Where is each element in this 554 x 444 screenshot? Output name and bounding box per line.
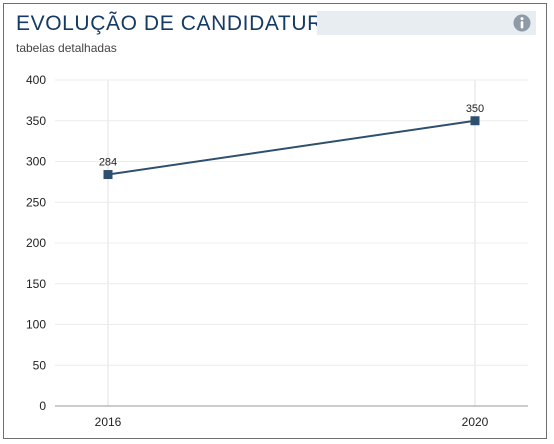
- y-tick-label: 150: [26, 277, 46, 291]
- y-tick-label: 50: [33, 358, 47, 372]
- title-row: EVOLUÇÃO DE CANDIDATURAS: [14, 11, 536, 37]
- y-tick-label: 100: [26, 318, 46, 332]
- data-label: 350: [466, 103, 484, 115]
- y-tick-label: 400: [26, 73, 46, 87]
- chart-panel: EVOLUÇÃO DE CANDIDATURAS tabelas detalha…: [3, 3, 547, 439]
- x-tick-label: 2020: [462, 415, 489, 429]
- y-tick-label: 0: [39, 399, 46, 413]
- y-tick-label: 250: [26, 195, 46, 209]
- series-line: [107, 119, 476, 176]
- y-tick-label: 350: [26, 114, 46, 128]
- y-tick-label: 200: [26, 236, 46, 250]
- info-icon[interactable]: [512, 13, 532, 33]
- line-chart: 0 50 100 150 200 250 300 350 400 2016 2020 284 350: [26, 73, 528, 429]
- data-point-marker: [103, 170, 113, 180]
- x-tick-label: 2016: [95, 415, 122, 429]
- chart-subtitle: tabelas detalhadas: [16, 41, 117, 55]
- data-point-marker: [470, 116, 480, 126]
- data-label: 284: [99, 157, 117, 169]
- chart-title: EVOLUÇÃO DE CANDIDATURAS: [16, 12, 353, 35]
- y-tick-label: 300: [26, 155, 46, 169]
- title-bar: [317, 11, 536, 35]
